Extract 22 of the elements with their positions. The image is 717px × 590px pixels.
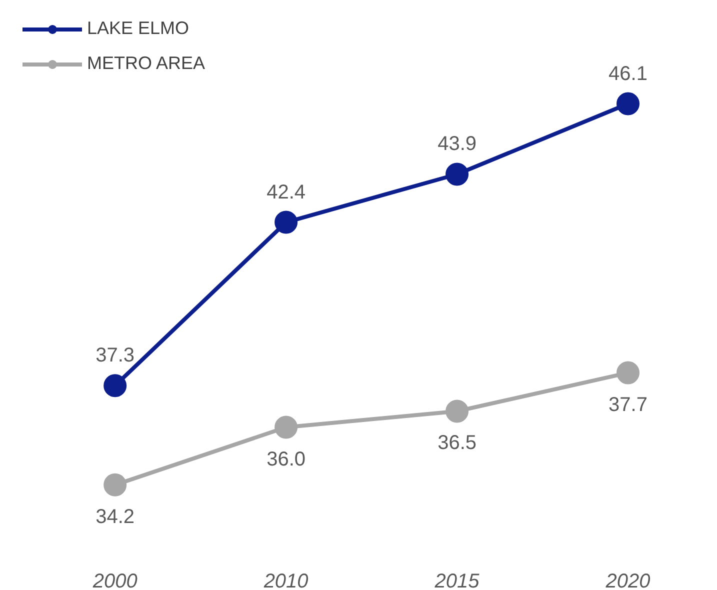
data-label: 37.7	[608, 394, 648, 416]
data-label: 46.1	[608, 62, 648, 85]
x-tick-label: 2020	[604, 570, 650, 590]
point	[616, 92, 640, 116]
data-label: 34.2	[96, 506, 135, 528]
x-tick-label: 2000	[92, 570, 138, 590]
data-label: 43.9	[438, 133, 477, 156]
point	[274, 210, 298, 234]
x-tick-label: 2015	[434, 570, 480, 590]
point	[446, 400, 469, 423]
point	[274, 416, 298, 439]
x-tick-label: 2010	[262, 570, 308, 590]
data-label: 37.3	[96, 344, 135, 367]
point	[446, 162, 469, 186]
legend-label: METRO AREA	[87, 53, 206, 74]
legend-label: LAKE ELMO	[87, 18, 190, 39]
data-label: 36.5	[438, 432, 477, 454]
point	[104, 374, 127, 398]
data-label: 36.0	[266, 448, 306, 470]
point	[104, 473, 127, 496]
data-label: 42.4	[266, 181, 306, 204]
point	[616, 361, 640, 384]
